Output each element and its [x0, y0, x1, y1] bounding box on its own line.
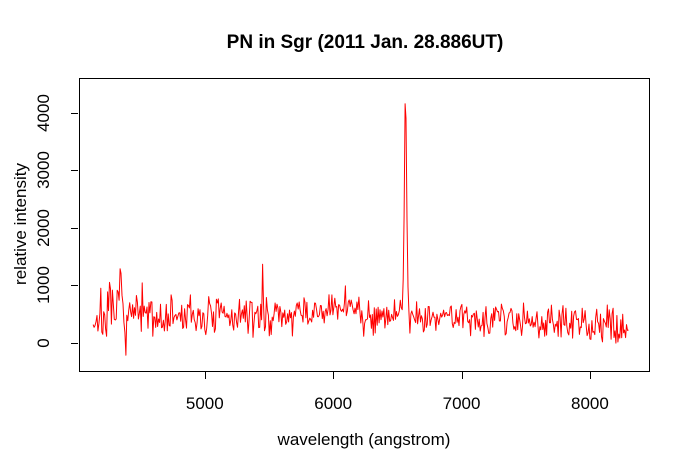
y-tick-label: 4000 [34, 93, 53, 132]
y-axis-title: relative intensity [11, 163, 30, 285]
x-tick-label: 8000 [571, 394, 609, 413]
plot-box [79, 78, 650, 372]
x-axis-title: wavelength (angstrom) [277, 430, 451, 449]
chart-title: PN in Sgr (2011 Jan. 28.886UT) [226, 32, 504, 53]
y-tick-label: 1000 [34, 266, 53, 305]
x-tick-label: 7000 [442, 394, 481, 413]
x-tick-label: 6000 [314, 394, 353, 413]
spectrum-line [92, 103, 629, 356]
y-tick-label: 2000 [34, 208, 53, 247]
y-tick-label: 0 [34, 338, 53, 348]
y-tick-label: 3000 [34, 151, 53, 190]
x-tick-label: 5000 [185, 394, 224, 413]
